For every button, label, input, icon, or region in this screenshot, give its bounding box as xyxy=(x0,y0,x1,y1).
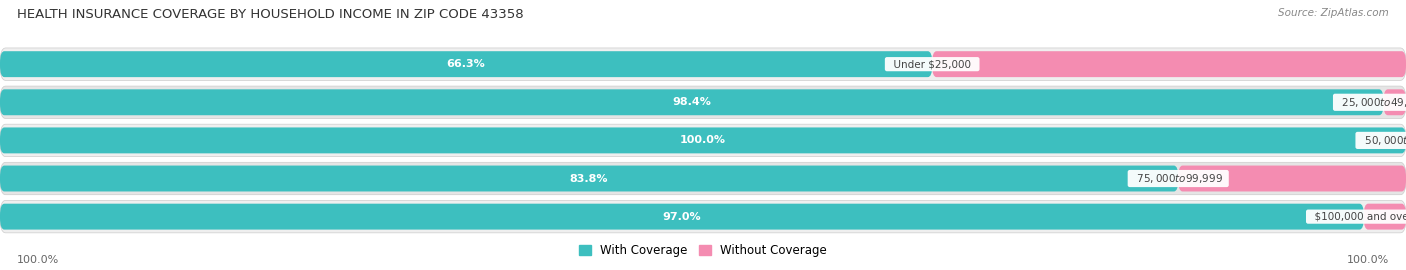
Text: Source: ZipAtlas.com: Source: ZipAtlas.com xyxy=(1278,8,1389,18)
Text: $50,000 to $74,999: $50,000 to $74,999 xyxy=(1358,134,1406,147)
Text: 100.0%: 100.0% xyxy=(17,255,59,265)
FancyBboxPatch shape xyxy=(0,89,1384,115)
FancyBboxPatch shape xyxy=(932,51,1406,77)
FancyBboxPatch shape xyxy=(0,200,1406,233)
Text: $100,000 and over: $100,000 and over xyxy=(1308,212,1406,222)
Text: 100.0%: 100.0% xyxy=(681,135,725,146)
Text: HEALTH INSURANCE COVERAGE BY HOUSEHOLD INCOME IN ZIP CODE 43358: HEALTH INSURANCE COVERAGE BY HOUSEHOLD I… xyxy=(17,8,523,21)
FancyBboxPatch shape xyxy=(0,127,1406,153)
FancyBboxPatch shape xyxy=(0,48,1406,80)
Text: $25,000 to $49,999: $25,000 to $49,999 xyxy=(1336,96,1406,109)
FancyBboxPatch shape xyxy=(0,162,1406,195)
Text: 83.8%: 83.8% xyxy=(569,174,609,184)
FancyBboxPatch shape xyxy=(0,204,1364,230)
FancyBboxPatch shape xyxy=(0,51,932,77)
Text: 98.4%: 98.4% xyxy=(672,97,711,107)
Text: 97.0%: 97.0% xyxy=(662,212,702,222)
FancyBboxPatch shape xyxy=(0,124,1406,157)
FancyBboxPatch shape xyxy=(1364,204,1406,230)
Text: $75,000 to $99,999: $75,000 to $99,999 xyxy=(1130,172,1226,185)
Legend: With Coverage, Without Coverage: With Coverage, Without Coverage xyxy=(574,239,832,261)
Text: 100.0%: 100.0% xyxy=(1347,255,1389,265)
FancyBboxPatch shape xyxy=(1384,89,1406,115)
FancyBboxPatch shape xyxy=(0,86,1406,119)
FancyBboxPatch shape xyxy=(0,166,1178,191)
Text: Under $25,000: Under $25,000 xyxy=(887,59,977,69)
FancyBboxPatch shape xyxy=(1178,166,1406,191)
Text: 66.3%: 66.3% xyxy=(447,59,485,69)
